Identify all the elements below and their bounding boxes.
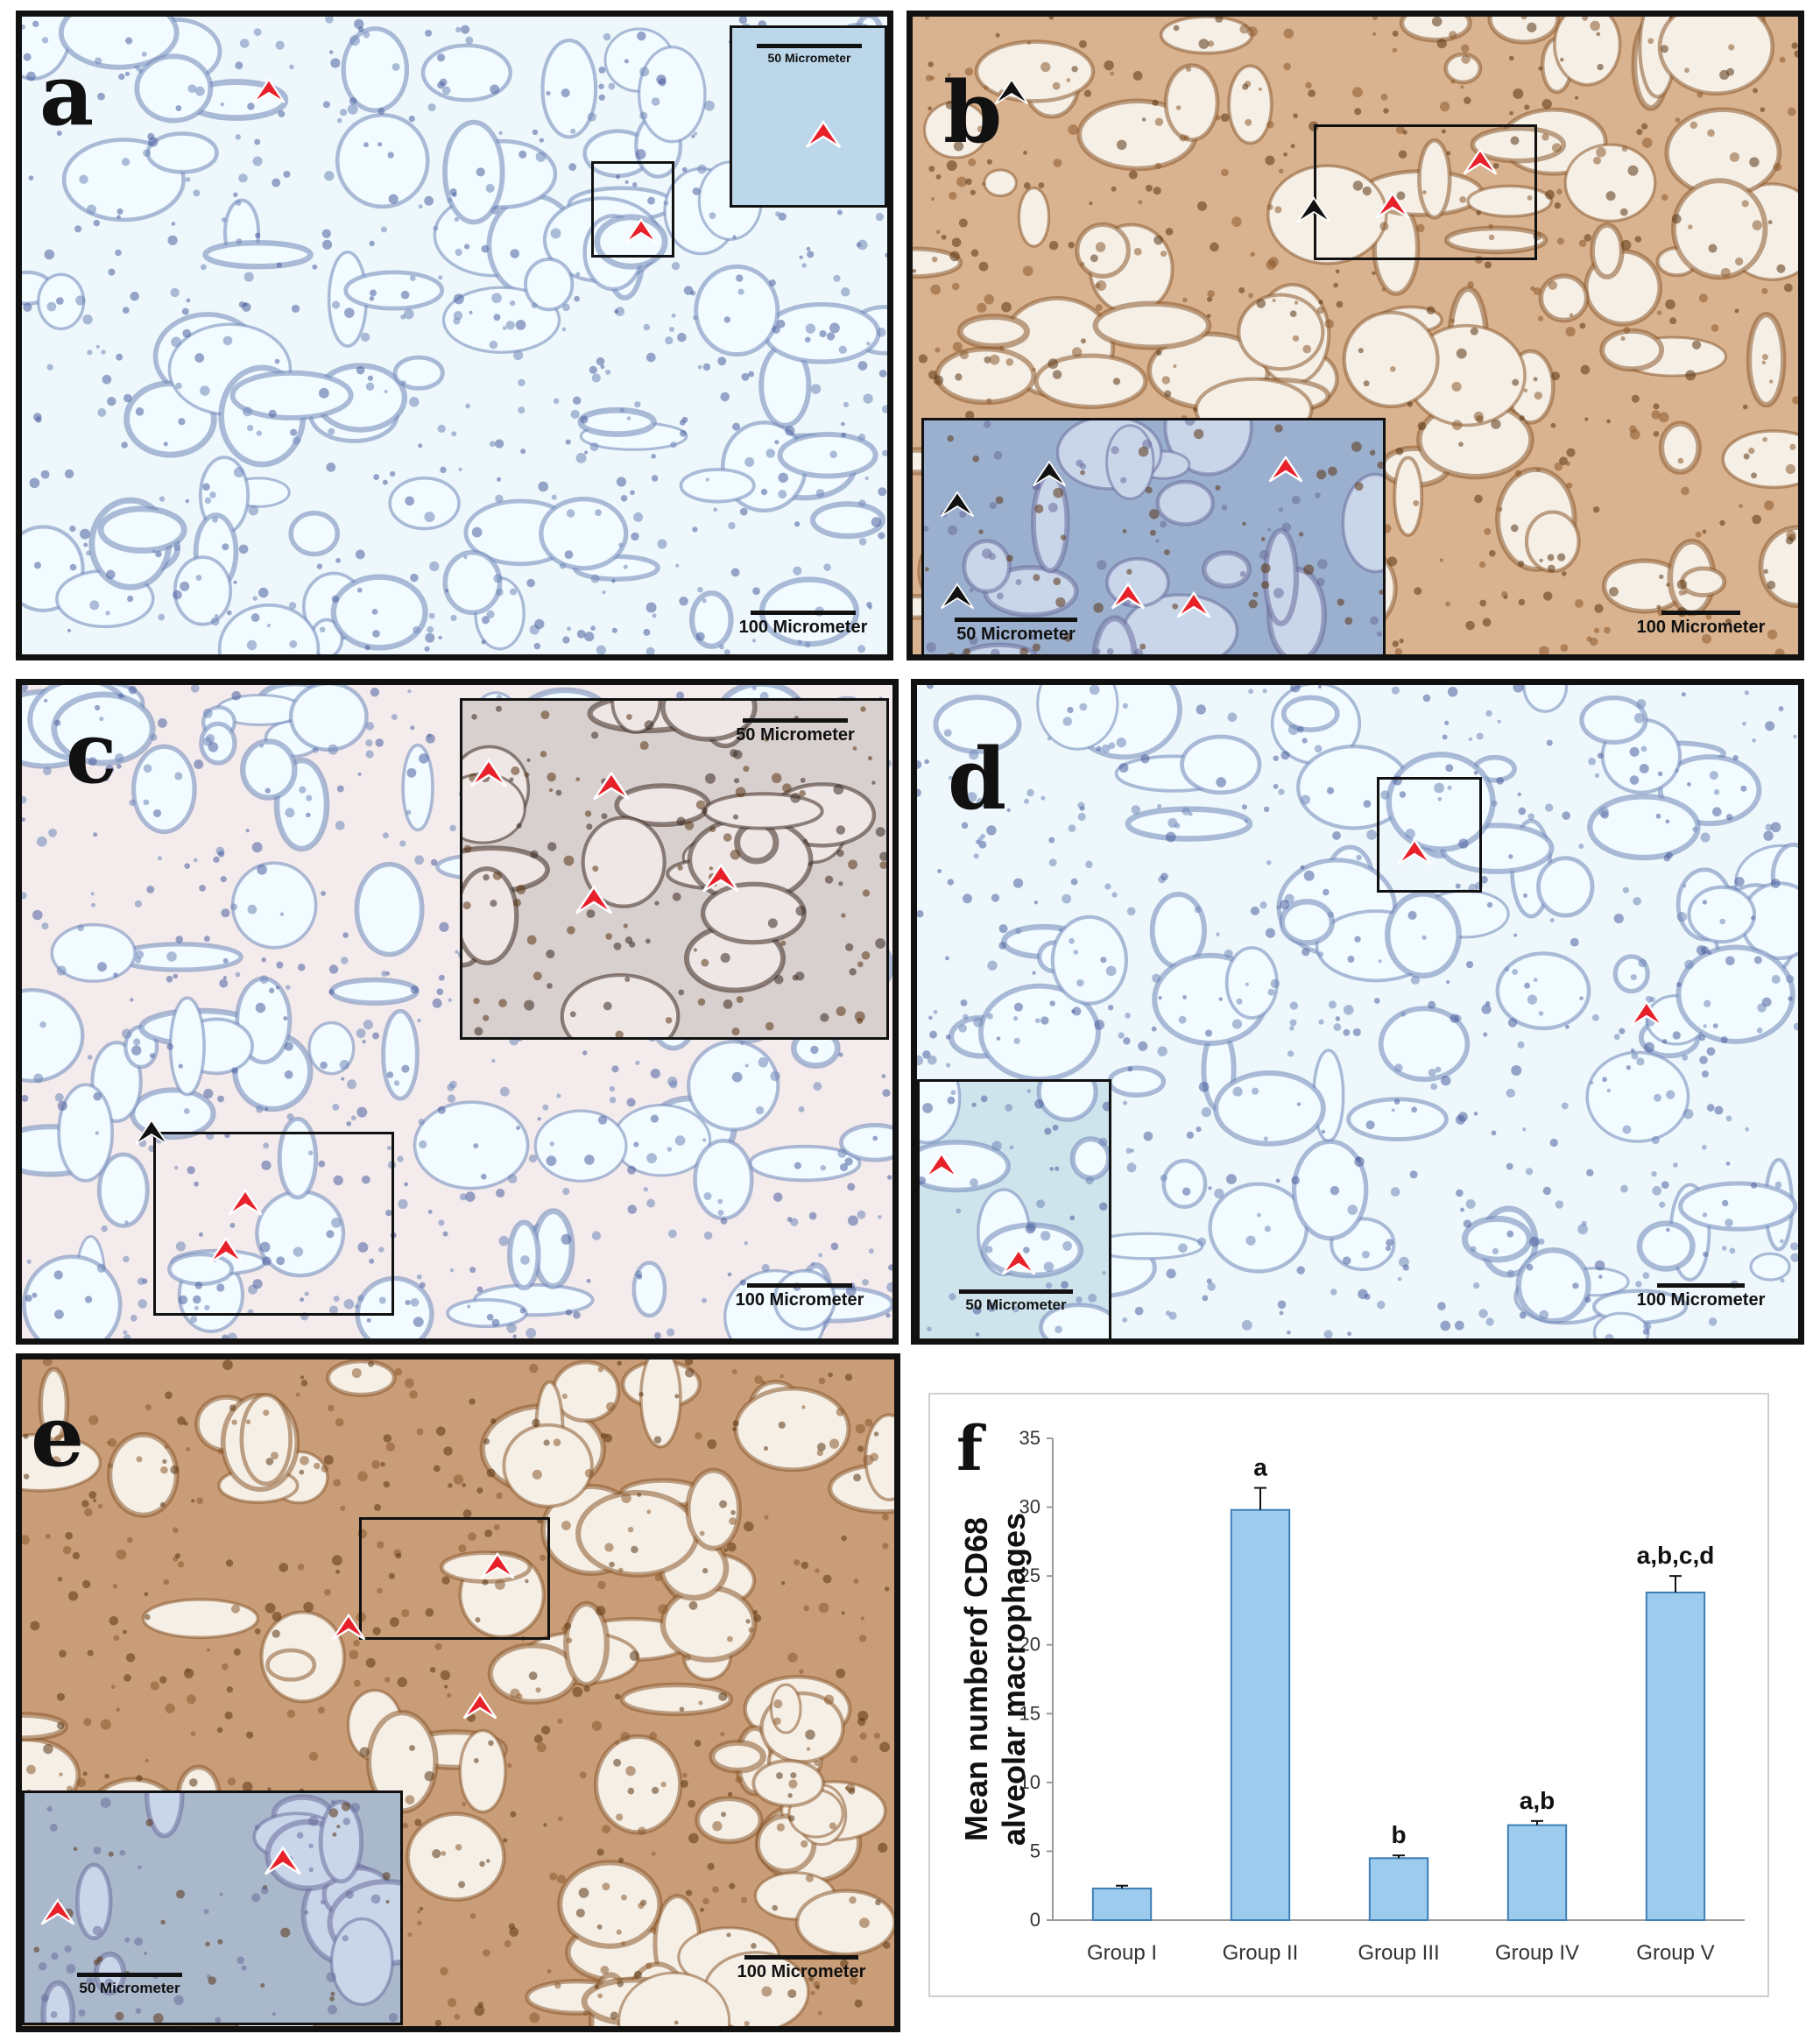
zoom-box-b	[1314, 124, 1537, 260]
bar	[1645, 1592, 1706, 1921]
inset-scalebar-b: 50 Micrometer	[942, 618, 1090, 645]
red-arrowhead-icon	[328, 1609, 369, 1649]
tissue-network-b	[913, 17, 1798, 654]
red-arrowhead-icon	[572, 880, 616, 924]
y-tick-label: 5	[1030, 1840, 1041, 1861]
x-tick-label: Group III	[1358, 1941, 1439, 1965]
inset-e: 50 Micrometer	[22, 1790, 403, 2025]
y-tick-label: 15	[1019, 1702, 1041, 1724]
red-arrowhead-icon	[622, 214, 660, 252]
panel-letter-a: a	[39, 46, 95, 145]
inset-scalebar-a: 50 Micrometer	[739, 44, 879, 65]
zoom-box-c	[153, 1132, 394, 1316]
inset-d: 50 Micrometer	[917, 1079, 1111, 1338]
inset-a: 50 Micrometer	[730, 25, 887, 208]
red-arrowhead-icon	[1108, 578, 1148, 618]
inset-scalebar-e: 50 Micrometer	[51, 1973, 208, 1997]
bar-chart: 0 5 10 15 20 25 30 35 Mean numberof CD68 alveolar…	[958, 1427, 1745, 1965]
scalebar-d: 100 Micrometer	[1622, 1283, 1780, 1310]
inset-scalebar-c: 50 Micrometer	[716, 718, 874, 745]
red-arrowhead-icon	[998, 1244, 1039, 1284]
inset-network-c	[462, 701, 886, 1037]
red-arrowhead-icon	[467, 753, 511, 797]
panel-a: a 50 Micrometer 100 Micrometer	[16, 11, 893, 660]
red-arrowhead-icon	[1394, 834, 1435, 874]
x-tick-label: Group IV	[1495, 1941, 1579, 1965]
black-arrowhead-icon	[991, 74, 1032, 114]
panel-c: c 50 Micrometer 100 Micrometer	[16, 679, 899, 1345]
scalebar-b: 100 Micrometer	[1622, 611, 1780, 638]
scalebar-e: 100 Micrometer	[723, 1955, 880, 1982]
inset-network-e	[33, 1793, 400, 2023]
red-arrowhead-icon	[1174, 587, 1214, 627]
panel-e: e 50 Micrometer 100 Micrometer	[16, 1353, 900, 2032]
black-arrowhead-icon	[937, 486, 977, 526]
y-tick-label: 35	[1019, 1427, 1041, 1449]
panel-letter-d: d	[948, 730, 1007, 829]
zoom-box-e	[359, 1517, 550, 1640]
y-tick-label: 30	[1019, 1496, 1041, 1518]
bar	[1506, 1824, 1568, 1922]
y-tick-label: 10	[1019, 1771, 1041, 1793]
bar	[1091, 1887, 1153, 1921]
red-arrowhead-icon	[261, 1841, 305, 1885]
x-tick-label: Group I	[1087, 1941, 1157, 1965]
panel-letter-c: c	[66, 703, 117, 802]
x-tick-label: Group II	[1223, 1941, 1299, 1965]
red-arrowhead-icon	[1372, 187, 1413, 228]
red-arrowhead-icon	[477, 1548, 518, 1588]
red-arrowhead-icon	[921, 1148, 962, 1188]
inset-scalebar-d: 50 Micrometer	[937, 1289, 1095, 1314]
inset-c: 50 Micrometer	[460, 698, 889, 1040]
significance-label: a,b	[1520, 1787, 1555, 1814]
black-arrowhead-icon	[1029, 456, 1069, 496]
red-arrowhead-icon	[1266, 451, 1306, 491]
panel-b: b 50 Micrometer 100 Micrometer	[906, 11, 1804, 660]
bar	[1230, 1508, 1291, 1921]
significance-label: a	[1253, 1454, 1267, 1481]
scalebar-c: 100 Micrometer	[721, 1283, 878, 1310]
scalebar-a: 100 Micrometer	[724, 611, 882, 638]
zoom-box-a	[591, 161, 674, 258]
panel-d: d 50 Micrometer 100 Micrometer	[911, 679, 1804, 1345]
x-tick-label: Group V	[1636, 1941, 1714, 1965]
chart-panel-f: f 0 5 10 15 20 25 30 35 Mean numberof CD68 alveol…	[928, 1393, 1769, 1997]
bar	[1368, 1857, 1429, 1921]
red-arrowhead-icon	[206, 1232, 246, 1273]
y-axis-label-line1: Mean numberof CD68	[958, 1517, 994, 1841]
significance-label: b	[1391, 1821, 1406, 1848]
black-arrowhead-icon	[131, 1114, 172, 1155]
red-arrowhead-icon	[802, 116, 844, 158]
inset-b: 50 Micrometer	[921, 418, 1386, 654]
red-arrowhead-icon	[225, 1184, 265, 1225]
red-arrowhead-icon	[460, 1688, 500, 1728]
y-axis-label-line2: alveolar macrophages	[996, 1513, 1032, 1846]
y-tick-label: 0	[1030, 1909, 1041, 1931]
black-arrowhead-icon	[1294, 192, 1334, 232]
red-arrowhead-icon	[1626, 996, 1667, 1036]
significance-label: a,b,c,d	[1637, 1542, 1715, 1569]
panel-letter-f: f	[956, 1412, 984, 1485]
red-arrowhead-icon	[38, 1894, 78, 1934]
black-arrowhead-icon	[937, 578, 977, 618]
red-arrowhead-icon	[589, 766, 633, 810]
zoom-box-d	[1377, 777, 1482, 893]
red-arrowhead-icon	[1460, 144, 1500, 184]
red-arrowhead-icon	[699, 858, 743, 902]
panel-letter-b: b	[943, 63, 1003, 162]
red-arrowhead-icon	[250, 74, 288, 112]
y-tick-label: 20	[1019, 1634, 1041, 1656]
y-tick-label: 25	[1019, 1564, 1041, 1586]
panel-letter-e: e	[31, 1387, 85, 1486]
tissue-network-a	[22, 17, 887, 654]
